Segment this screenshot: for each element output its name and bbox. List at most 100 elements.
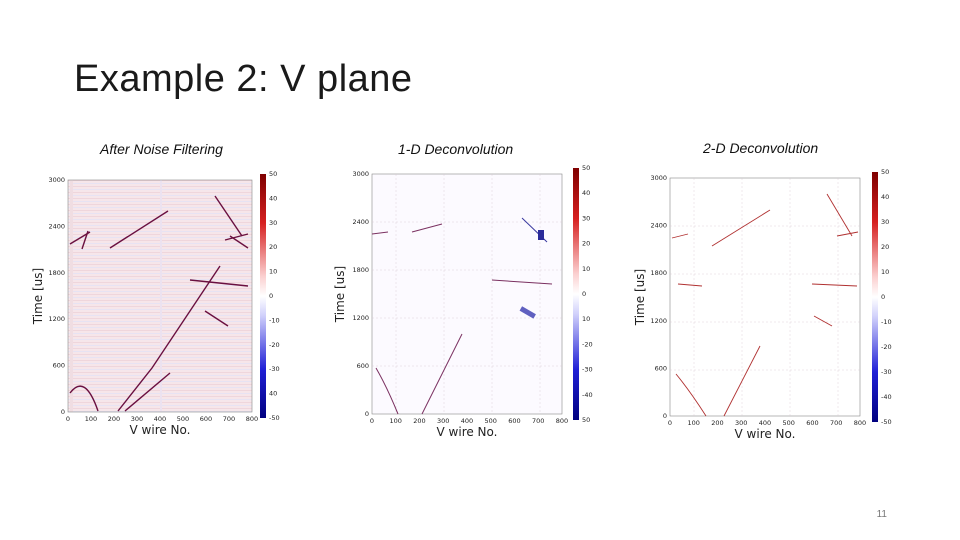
- colorbar-tick-label: 20: [582, 240, 590, 248]
- track: [675, 373, 707, 417]
- y-tick-label: 1800: [352, 266, 369, 274]
- track: [421, 333, 463, 415]
- colorbar: [260, 174, 266, 418]
- y-tick-label: 3000: [650, 174, 667, 182]
- colorbar-tick-label: 10: [269, 268, 277, 276]
- y-tick-label: 600: [357, 362, 369, 370]
- plot-area: [67, 179, 253, 413]
- blob: [519, 306, 536, 319]
- y-tick-label: 3000: [48, 176, 65, 184]
- x-tick-label: 800: [556, 417, 568, 425]
- colorbar-tick-label: -30: [582, 366, 593, 374]
- track: [81, 230, 89, 250]
- grid-lines: [372, 174, 562, 414]
- track: [204, 310, 229, 327]
- x-tick-label: 0: [370, 417, 374, 425]
- blob: [538, 230, 544, 240]
- x-tick-label: 400: [759, 419, 771, 427]
- x-tick-label: 700: [223, 415, 235, 423]
- colorbar-tick-label: 0: [881, 293, 885, 301]
- colorbar-tick-label: 10: [881, 268, 889, 276]
- plot-2d-deconvolution: 0 100 200 300 400 500 600 700 800060012001800240…: [633, 168, 892, 441]
- plot-1d-deconvolution: 0 100 200 300 400 500 600 700 800060012001800240…: [333, 164, 593, 439]
- plot-area: [371, 173, 563, 415]
- track: [189, 279, 249, 287]
- x-tick-label: 0: [66, 415, 70, 423]
- colorbar-tick-label: 20: [269, 243, 277, 251]
- y-tick-label: 2400: [48, 222, 65, 230]
- colorbar: [872, 172, 878, 422]
- colorbar-tick-label: 10: [582, 315, 590, 323]
- colorbar-tick-label: 30: [881, 218, 889, 226]
- track: [723, 345, 761, 417]
- colorbar-tick-label: 50: [582, 164, 590, 172]
- track-lines: [69, 195, 249, 412]
- colorbar-tick-label: -20: [269, 341, 280, 349]
- x-axis-label: V wire No.: [130, 423, 191, 437]
- y-axis-label: Time [us]: [633, 269, 647, 326]
- colorbar: [573, 168, 579, 420]
- x-tick-label: 300: [735, 419, 747, 427]
- x-axis-label: V wire No.: [735, 427, 796, 441]
- track: [371, 231, 389, 235]
- slide-title: Example 2: V plane: [74, 58, 413, 100]
- colorbar-tick-label: 40: [269, 390, 277, 398]
- colorbar-tick-label: -10: [881, 318, 892, 326]
- x-tick-label: 600: [508, 417, 520, 425]
- x-tick-label: 600: [806, 419, 818, 427]
- x-tick-label: 300: [437, 417, 449, 425]
- x-tick-label: 400: [461, 417, 473, 425]
- x-tick-label: 200: [108, 415, 120, 423]
- y-tick-label: 0: [365, 410, 369, 418]
- colorbar-tick-label: 20: [881, 243, 889, 251]
- colorbar-tick-label: 0: [269, 292, 273, 300]
- colorbar-tick-label: 50: [582, 416, 590, 424]
- colorbar-tick-label: -50: [269, 414, 280, 422]
- y-tick-label: 1800: [48, 269, 65, 277]
- colorbar-tick-label: -30: [881, 368, 892, 376]
- x-tick-label: 800: [246, 415, 258, 423]
- track: [671, 233, 689, 239]
- x-axis-label: V wire No.: [437, 425, 498, 439]
- x-tick-label: 500: [783, 419, 795, 427]
- page-number: 11: [876, 509, 887, 520]
- x-tick-label: 300: [131, 415, 143, 423]
- plot-area: [669, 177, 861, 417]
- x-tick-label: 200: [711, 419, 723, 427]
- colorbar-tick-label: 40: [582, 189, 590, 197]
- x-tick-label: 100: [390, 417, 402, 425]
- track: [124, 372, 171, 412]
- y-tick-label: 3000: [352, 170, 369, 178]
- colorbar-tick-label: -40: [582, 391, 593, 399]
- track: [69, 385, 99, 412]
- colorbar-tick-label: 30: [582, 214, 590, 222]
- y-tick-label: 0: [663, 412, 667, 420]
- caption-2d-deconvolution: 2-D Deconvolution: [703, 140, 819, 156]
- y-tick-label: 1200: [352, 314, 369, 322]
- colorbar-tick-label: 50: [269, 170, 277, 178]
- colorbar-tick-label: 40: [881, 193, 889, 201]
- track: [677, 283, 703, 287]
- colorbar-tick-label: -50: [881, 418, 892, 426]
- y-tick-label: 1200: [650, 317, 667, 325]
- x-tick-label: 400: [154, 415, 166, 423]
- colorbar-tick-label: -20: [881, 343, 892, 351]
- track: [811, 283, 858, 287]
- colorbar-tick-label: 10: [582, 265, 590, 273]
- y-tick-label: 600: [53, 362, 65, 370]
- track: [836, 231, 859, 237]
- y-tick-label: 1800: [650, 269, 667, 277]
- track-lines: [371, 217, 553, 415]
- track-lines: [671, 193, 859, 417]
- x-tick-label: 100: [688, 419, 700, 427]
- colorbar-tick-label: 50: [881, 168, 889, 176]
- track: [117, 265, 221, 412]
- colorbar-tick-label: 30: [269, 219, 277, 227]
- x-tick-label: 500: [485, 417, 497, 425]
- colorbar-tick-label: -20: [582, 340, 593, 348]
- x-tick-label: 700: [830, 419, 842, 427]
- track: [491, 279, 553, 285]
- caption-noise-filtering: After Noise Filtering: [100, 141, 223, 157]
- plot-noise-filtering: 0 100 200 300 400 500 600 700 800060012001800240…: [31, 170, 280, 437]
- x-tick-label: 200: [413, 417, 425, 425]
